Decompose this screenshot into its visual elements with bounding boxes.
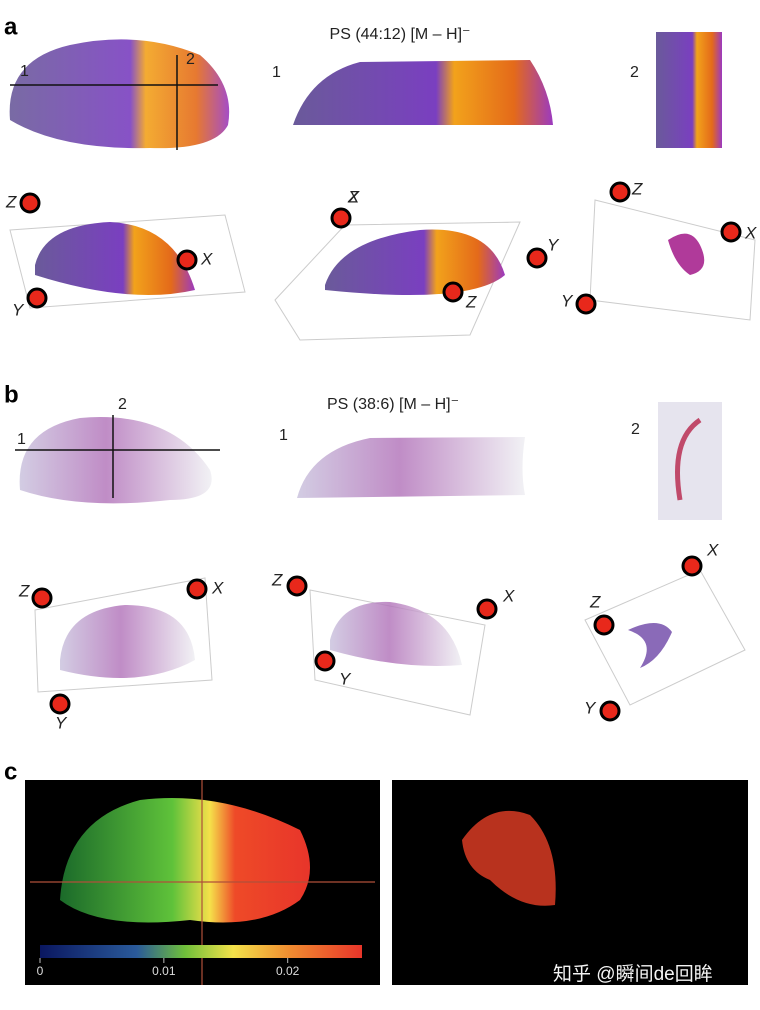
axis-label: Y [547,235,560,254]
section-label: 2 [630,64,639,81]
axis-marker [186,578,208,600]
axis-label: Z [631,179,643,198]
slice-3d [668,233,705,275]
axis-label: X [200,249,213,268]
axis-label: Z [5,192,17,211]
section-label: 1 [17,431,26,448]
axis-marker [593,614,615,636]
axis-marker [49,693,71,715]
section-label: 2 [118,396,127,413]
axis-label: Y [561,291,574,310]
axis-marker [599,700,621,722]
bounding-box [34,577,213,693]
colorbar-tick-label: 0.01 [152,964,176,978]
brain-3d [325,229,505,295]
axis-marker [442,281,464,303]
section-label: 2 [631,421,640,438]
axis-label: X [706,540,719,559]
axis-label: Z [18,581,30,600]
axis-label: Y [339,669,352,688]
axis-label: Z [271,570,283,589]
axis-marker [330,207,352,229]
slice-image [658,402,722,520]
axis-marker [609,181,631,203]
axis-marker [286,575,308,597]
slice-image [293,60,553,125]
axis-marker [476,598,498,620]
section-label: 1 [20,63,29,80]
colorbar-scale [40,945,362,958]
bounding-box [309,589,486,716]
axis-marker [31,587,53,609]
axis-label: Z [589,592,601,611]
bounding-box [584,569,746,706]
panel-label: c [4,758,17,785]
bounding-box [9,214,246,309]
axis-label: Z [465,292,477,311]
panel-label: b [4,381,19,408]
axis-marker [720,221,742,243]
colorbar: 0 0.01 0.02 [37,945,362,978]
brain-image [19,417,212,504]
image-frame [392,780,748,985]
panel-title: PS (38:6) [M – H]⁻ [327,396,459,413]
brain-3d [60,605,195,678]
axis-label: X [347,187,360,206]
axis-marker [575,293,597,315]
bounding-box [589,199,756,321]
axis-marker [526,247,548,269]
axis-marker [314,650,336,672]
colorbar-tick-label: 0.02 [276,964,300,978]
brain-3d [35,222,195,295]
panel-title: PS (44:12) [M – H]⁻ [330,26,471,43]
section-label: 1 [279,427,288,444]
section-label: 2 [186,51,195,68]
watermark: 知乎 @瞬间de回眸 [553,963,713,985]
brain-image [462,810,556,906]
slice-image [297,437,525,498]
slice-image [656,32,722,148]
panel-label: a [4,13,18,40]
axis-marker [26,287,48,309]
slice-3d [628,622,672,668]
colorbar-tick-label: 0 [37,964,44,978]
axis-label: Y [584,698,597,717]
axis-label: X [211,578,224,597]
axis-marker [19,192,41,214]
brain-3d [330,601,462,666]
axis-marker [176,249,198,271]
axis-label: Y [55,713,68,732]
axis-label: Y [12,300,25,319]
axis-label: Z [347,187,359,206]
slice-feature [675,417,702,501]
axis-label: X [744,223,757,242]
section-label: 1 [272,64,281,81]
brain-image [60,798,310,923]
axis-label: X [502,586,515,605]
brain-image [9,39,230,149]
axis-marker [681,555,703,577]
